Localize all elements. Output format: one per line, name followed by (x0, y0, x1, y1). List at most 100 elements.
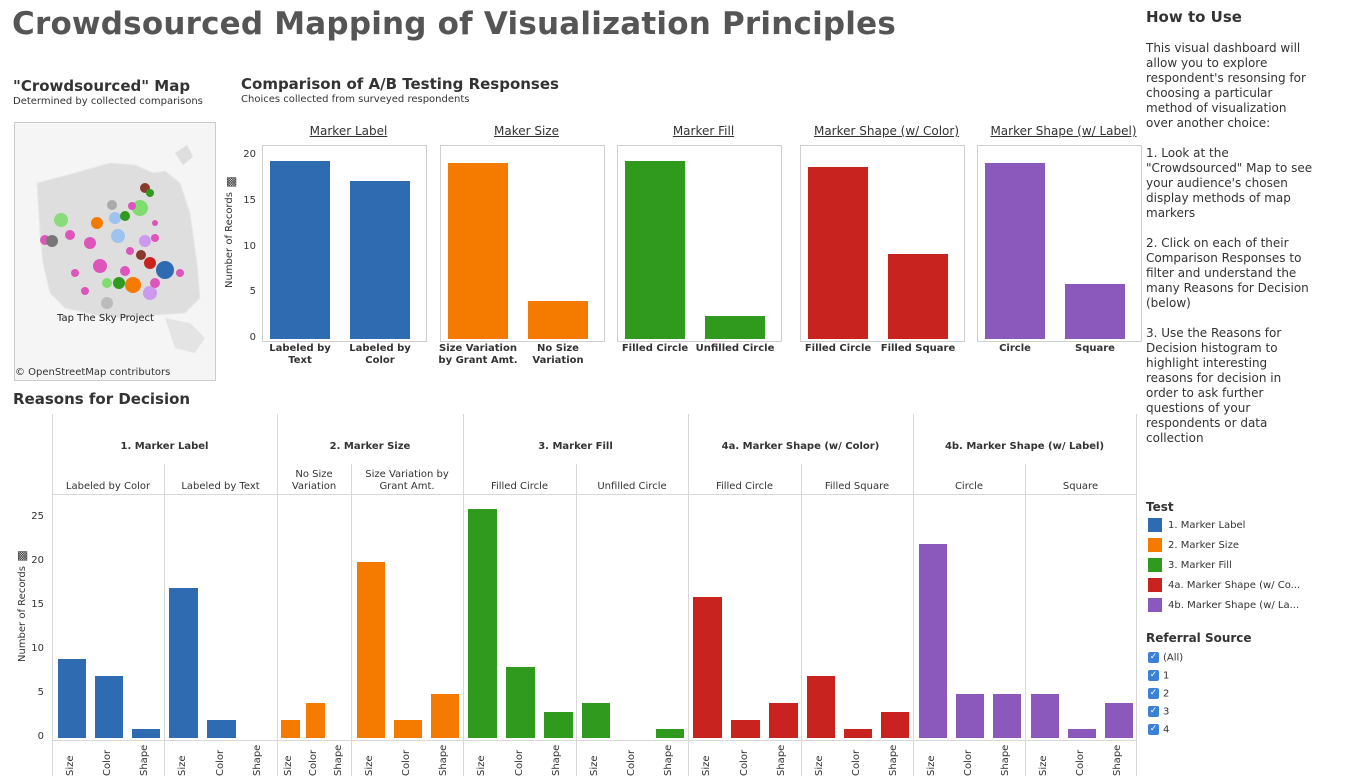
comparison-bar[interactable] (270, 160, 330, 339)
reason-bar[interactable] (132, 729, 161, 738)
map-canvas (36, 145, 205, 353)
map-marker[interactable] (146, 189, 154, 197)
map-marker[interactable] (128, 202, 136, 210)
checkbox-checked-icon[interactable]: ✓ (1148, 724, 1159, 735)
reason-bar[interactable] (844, 729, 872, 738)
map-marker[interactable] (109, 212, 121, 224)
map-marker[interactable] (120, 266, 130, 276)
comparison-bar[interactable] (448, 163, 508, 339)
reason-bar[interactable] (656, 729, 685, 738)
reason-bar[interactable] (1067, 729, 1096, 738)
reason-bar[interactable] (581, 702, 610, 738)
reason-x-label: Color (401, 749, 412, 776)
comparison-panel-title[interactable]: Marker Shape (w/ Color) (813, 124, 960, 138)
map-marker[interactable] (107, 200, 117, 210)
map-marker[interactable] (176, 269, 184, 277)
checkbox-checked-icon[interactable]: ✓ (1148, 670, 1159, 681)
reason-bar[interactable] (506, 667, 535, 738)
map-marker[interactable] (136, 250, 146, 260)
map-marker[interactable] (156, 261, 174, 279)
comparison-panel-title[interactable]: Marker Shape (w/ Label) (990, 124, 1137, 138)
referral-checkbox-item[interactable]: ✓ 4 (1148, 724, 1169, 736)
map-marker[interactable] (93, 259, 107, 273)
reason-bar[interactable] (1030, 693, 1059, 738)
reason-bar[interactable] (1104, 702, 1133, 738)
map-credit[interactable]: © OpenStreetMap contributors (15, 367, 171, 378)
map-marker[interactable] (125, 277, 141, 293)
legend-swatch (1148, 558, 1162, 572)
map-marker[interactable] (65, 230, 75, 240)
checkbox-checked-icon[interactable]: ✓ (1148, 652, 1159, 663)
reason-x-label: Color (1074, 749, 1086, 776)
map-marker[interactable] (132, 200, 148, 216)
dashboard-title: Crowdsourced Mapping of Visualization Pr… (12, 6, 896, 42)
reason-bar[interactable] (57, 658, 86, 738)
reason-bar[interactable] (356, 561, 385, 738)
sort-icon[interactable]: ▩ (17, 548, 29, 562)
map-markers[interactable] (40, 183, 184, 309)
sort-icon[interactable]: ▩ (226, 174, 238, 188)
map-marker[interactable] (139, 235, 151, 247)
reason-bar[interactable] (806, 676, 835, 738)
comparison-bar[interactable] (705, 316, 765, 339)
map-marker[interactable] (81, 287, 89, 295)
referral-checkbox-item[interactable]: ✓ (All) (1148, 652, 1183, 664)
legend-item[interactable]: 3. Marker Fill (1148, 558, 1232, 572)
referral-checkbox-item[interactable]: ✓ 2 (1148, 688, 1169, 700)
reason-bar[interactable] (731, 720, 760, 738)
crowdsourced-map[interactable]: Tap The Sky Project © OpenStreetMap cont… (14, 122, 216, 381)
map-marker[interactable] (111, 229, 125, 243)
map-marker[interactable] (143, 286, 157, 300)
comparison-bar[interactable] (985, 162, 1045, 339)
reason-bar[interactable] (280, 720, 300, 738)
referral-checkbox-item[interactable]: ✓ 1 (1148, 670, 1169, 682)
checkbox-checked-icon[interactable]: ✓ (1148, 688, 1159, 699)
checkbox-checked-icon[interactable]: ✓ (1148, 706, 1159, 717)
map-marker[interactable] (151, 234, 159, 242)
reason-bar[interactable] (468, 508, 498, 738)
reason-bar[interactable] (169, 588, 199, 738)
map-marker[interactable] (152, 220, 158, 226)
comparison-bar[interactable] (888, 253, 948, 339)
comparison-panel-title[interactable]: Marker Label (309, 124, 388, 138)
map-marker[interactable] (150, 278, 160, 288)
map-marker[interactable] (101, 297, 113, 309)
map-marker[interactable] (71, 269, 79, 277)
test-group-header: 3. Marker Fill (538, 441, 613, 452)
referral-checkbox-item[interactable]: ✓ 3 (1148, 706, 1169, 718)
map-marker[interactable] (113, 277, 125, 289)
legend-item[interactable]: 4b. Marker Shape (w/ La... (1148, 598, 1299, 612)
map-marker[interactable] (102, 278, 112, 288)
map-marker[interactable] (91, 217, 103, 229)
reason-bar[interactable] (881, 711, 910, 738)
reason-bar[interactable] (993, 693, 1022, 738)
comparison-bar[interactable] (625, 160, 685, 339)
reason-bar[interactable] (918, 544, 947, 738)
referral-label: 1 (1163, 670, 1170, 682)
reason-bar[interactable] (543, 711, 573, 738)
reason-bar[interactable] (693, 596, 723, 738)
map-marker[interactable] (46, 235, 58, 247)
comparison-bar[interactable] (350, 180, 410, 339)
reason-bar[interactable] (95, 676, 123, 738)
map-marker[interactable] (120, 211, 130, 221)
comparison-bar[interactable] (528, 300, 588, 339)
comparison-bar[interactable] (1065, 284, 1125, 339)
legend-item[interactable]: 1. Marker Label (1148, 518, 1245, 532)
reason-bar[interactable] (768, 702, 798, 738)
map-marker[interactable] (54, 213, 68, 227)
legend-item[interactable]: 2. Marker Size (1148, 538, 1239, 552)
map-marker[interactable] (126, 247, 134, 255)
legend-item[interactable]: 4a. Marker Shape (w/ Co... (1148, 578, 1300, 592)
map-marker[interactable] (84, 237, 96, 249)
map-marker[interactable] (144, 257, 156, 269)
reason-bar[interactable] (207, 720, 236, 738)
reason-bar[interactable] (394, 720, 422, 738)
comparison-bar[interactable] (808, 167, 868, 339)
reason-bar[interactable] (431, 693, 460, 738)
reason-x-label: Shape (1000, 744, 1012, 776)
comparison-panel-title[interactable]: Marker Fill (672, 124, 735, 138)
reason-bar[interactable] (956, 693, 984, 738)
reason-bar[interactable] (305, 702, 325, 738)
comparison-panel-title[interactable]: Maker Size (494, 124, 559, 138)
